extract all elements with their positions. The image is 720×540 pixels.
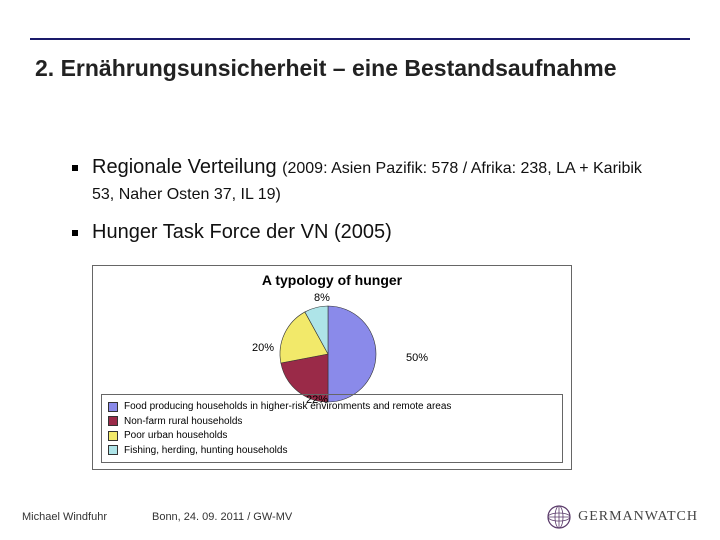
chart-legend: Food producing households in higher-risk… <box>101 394 563 463</box>
legend-swatch-icon <box>108 445 118 455</box>
germanwatch-logo: GERMANWATCH <box>546 504 698 530</box>
legend-row: Fishing, herding, hunting households <box>108 444 556 458</box>
bullet-item: Regionale Verteilung (2009: Asien Pazifi… <box>72 155 665 206</box>
pie-labels: 50%22%20%8% <box>228 294 428 404</box>
legend-swatch-icon <box>108 416 118 426</box>
top-rule <box>30 38 690 40</box>
chart-title: A typology of hunger <box>93 272 571 288</box>
pie-pct-label: 8% <box>314 292 330 304</box>
pie-chart-panel: A typology of hunger 50%22%20%8% Food pr… <box>92 265 572 470</box>
legend-row: Food producing households in higher-risk… <box>108 400 556 414</box>
legend-swatch-icon <box>108 431 118 441</box>
legend-label: Food producing households in higher-risk… <box>124 400 451 414</box>
bullet-dot-icon <box>72 165 78 171</box>
bullet-item: Hunger Task Force der VN (2005) <box>72 220 665 246</box>
footer-author: Michael Windfuhr <box>22 511 107 523</box>
globe-icon <box>546 504 572 530</box>
bullet-list: Regionale Verteilung (2009: Asien Pazifi… <box>72 155 665 260</box>
legend-label: Poor urban households <box>124 429 227 443</box>
pie-chart: 50%22%20%8% <box>228 294 428 404</box>
logo-text: GERMANWATCH <box>578 509 698 525</box>
footer-meta: Bonn, 24. 09. 2011 / GW-MV <box>152 511 292 523</box>
legend-label: Non-farm rural households <box>124 415 242 429</box>
pie-pct-label: 20% <box>252 342 274 354</box>
bullet-text: Regionale Verteilung (2009: Asien Pazifi… <box>92 155 665 206</box>
legend-row: Non-farm rural households <box>108 415 556 429</box>
bullet-2-text: Hunger Task Force der VN (2005) <box>92 220 665 246</box>
slide-title: 2. Ernährungsunsicherheit – eine Bestand… <box>35 55 617 82</box>
legend-label: Fishing, herding, hunting households <box>124 444 287 458</box>
pie-pct-label: 50% <box>406 352 428 364</box>
legend-swatch-icon <box>108 402 118 412</box>
bullet-1-main: Regionale Verteilung <box>92 156 282 178</box>
bullet-dot-icon <box>72 230 78 236</box>
legend-row: Poor urban households <box>108 429 556 443</box>
slide-footer: Michael Windfuhr Bonn, 24. 09. 2011 / GW… <box>22 504 698 530</box>
